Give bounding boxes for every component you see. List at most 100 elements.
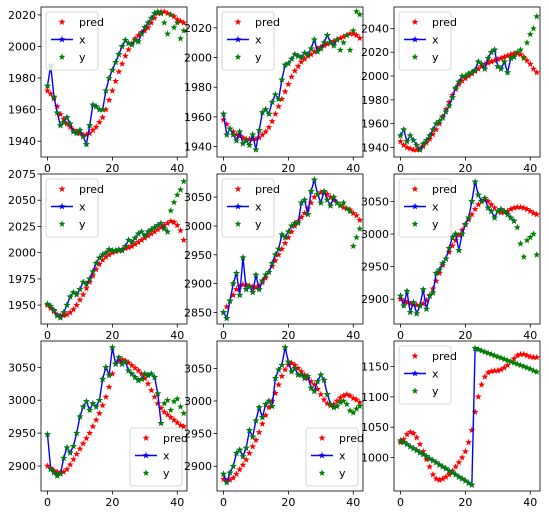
y-tick-label: 1940 <box>361 141 389 154</box>
legend-marker-x <box>234 202 242 210</box>
point-y <box>131 373 139 381</box>
point-pred <box>507 51 515 58</box>
point-y <box>455 78 463 85</box>
point-y <box>128 41 136 48</box>
point-pred <box>426 463 434 470</box>
point-pred <box>491 204 498 211</box>
point-y <box>349 27 357 34</box>
legend-label-x: x <box>163 450 170 463</box>
point-y <box>226 297 234 304</box>
legend-label-pred: pred <box>163 432 188 445</box>
point-pred <box>102 253 110 260</box>
point-y <box>297 199 305 206</box>
x-tick-label: 20 <box>458 329 472 342</box>
point-pred <box>474 201 482 208</box>
x-tick-label: 40 <box>170 496 184 509</box>
point-y <box>494 207 502 215</box>
point-y <box>288 368 296 375</box>
point-y <box>131 234 139 241</box>
y-tick-label: 3000 <box>184 220 212 233</box>
x-tick-label: 20 <box>281 329 295 342</box>
point-pred <box>439 261 447 269</box>
subplot-9: 0 20 40 1000 1050 1100 1150 pred xy <box>361 340 541 509</box>
x-tick-label: 20 <box>458 162 472 175</box>
point-y <box>465 214 473 221</box>
point-y <box>99 106 107 113</box>
subplot-5: 0 20 40 2850 2900 2950 3000 3050 pred xy <box>184 173 364 342</box>
point-y <box>310 387 318 395</box>
point-y <box>154 390 162 397</box>
subplot-4: 0 20 40 1950 1975 2000 2025 2050 2075 pred xy <box>8 168 188 342</box>
point-y <box>340 39 347 46</box>
point-y <box>410 444 417 452</box>
y-tick-label: 3000 <box>8 394 36 407</box>
point-y <box>491 214 498 221</box>
legend-label-y: y <box>432 218 439 231</box>
point-y <box>323 196 331 203</box>
point-pred <box>151 228 158 235</box>
point-y <box>406 131 414 139</box>
y-tick-label: 1975 <box>8 273 36 286</box>
legend-label-pred: pred <box>432 16 457 29</box>
point-y <box>220 470 227 477</box>
point-y <box>147 370 155 377</box>
point-y <box>317 371 325 378</box>
point-y <box>79 278 87 285</box>
point-y <box>125 236 133 243</box>
point-y <box>461 477 469 484</box>
series-group <box>44 177 187 321</box>
point-y <box>252 416 260 424</box>
point-y <box>471 344 479 352</box>
legend-box <box>221 178 275 238</box>
y-tick-label: 2020 <box>184 22 212 35</box>
point-pred <box>465 216 473 223</box>
point-pred <box>173 221 181 229</box>
point-y <box>265 110 273 117</box>
point-y <box>353 7 360 15</box>
point-pred <box>494 55 502 63</box>
point-pred <box>432 277 440 284</box>
x-tick-label: 20 <box>105 162 119 175</box>
point-pred <box>164 411 171 418</box>
point-y <box>154 8 162 15</box>
point-y <box>180 409 187 417</box>
legend-box <box>221 11 275 71</box>
point-pred <box>356 398 363 406</box>
point-pred <box>118 355 126 363</box>
point-pred <box>445 248 453 256</box>
point-y <box>236 128 244 135</box>
point-y <box>416 146 424 153</box>
series-y <box>220 176 363 322</box>
x-tick-label: 40 <box>523 329 537 342</box>
point-y <box>487 350 495 358</box>
point-pred <box>429 471 437 478</box>
point-y <box>102 87 110 94</box>
point-y <box>284 228 292 235</box>
point-y <box>468 68 476 76</box>
point-y <box>288 222 296 229</box>
point-y <box>432 458 440 466</box>
point-pred <box>500 364 508 371</box>
point-y <box>131 36 139 44</box>
point-pred <box>301 371 309 378</box>
point-y <box>60 308 68 316</box>
point-y <box>60 454 68 462</box>
point-pred <box>66 123 74 130</box>
point-pred <box>455 458 463 466</box>
legend-label-y: y <box>79 218 86 231</box>
point-pred <box>226 476 234 483</box>
point-y <box>223 478 231 486</box>
point-pred <box>167 217 175 225</box>
point-y <box>147 14 155 21</box>
point-pred <box>323 190 331 198</box>
legend-label-pred: pred <box>79 16 104 29</box>
x-tick-label: 40 <box>523 162 537 175</box>
point-y <box>432 269 440 277</box>
point-pred <box>151 14 158 21</box>
legend-label-x: x <box>255 201 262 214</box>
point-y <box>491 46 498 53</box>
point-y <box>108 246 116 254</box>
point-y <box>268 402 276 410</box>
point-y <box>157 219 165 227</box>
point-y <box>118 360 126 367</box>
